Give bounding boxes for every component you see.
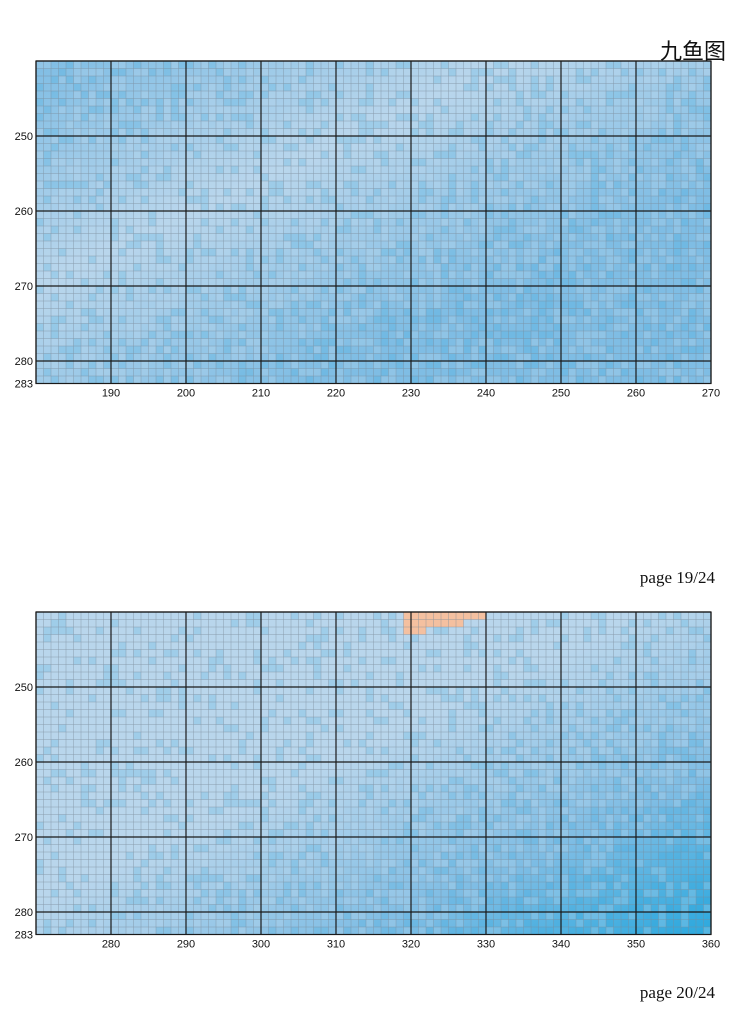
x-tick-label: 330 xyxy=(477,939,495,951)
y-tick-label: 280 xyxy=(15,907,33,919)
y-tick-label: 250 xyxy=(15,682,33,694)
x-tick-label: 290 xyxy=(177,939,195,951)
y-tick-label: 260 xyxy=(15,757,33,769)
x-tick-label: 340 xyxy=(552,939,570,951)
x-tick-label: 190 xyxy=(102,388,120,400)
x-tick-label: 360 xyxy=(702,939,720,951)
x-tick-label: 300 xyxy=(252,939,270,951)
y-tick-label: 270 xyxy=(15,281,33,293)
highlight-stitch xyxy=(403,627,426,635)
y-tick-label: 280 xyxy=(15,356,33,368)
grid-border xyxy=(35,611,712,936)
x-tick-label: 220 xyxy=(327,388,345,400)
page-number-20: page 20/24 xyxy=(639,983,715,1002)
x-tick-label: 210 xyxy=(252,388,270,400)
x-tick-label: 250 xyxy=(552,388,570,400)
stitch-cells xyxy=(36,61,711,384)
x-tick-label: 240 xyxy=(477,388,495,400)
y-tick-label: 283 xyxy=(15,930,33,942)
page-number-19: page 19/24 xyxy=(639,568,715,587)
pattern-chart-page-20: 280 290 300 310 320 330 340 350 360 250 260 270 280 2… xyxy=(0,606,750,951)
x-tick-label: 310 xyxy=(327,939,345,951)
stitch-cells xyxy=(36,612,711,935)
x-tick-label: 350 xyxy=(627,939,645,951)
x-tick-label: 230 xyxy=(402,388,420,400)
x-tick-label: 270 xyxy=(702,388,720,400)
x-tick-label: 200 xyxy=(177,388,195,400)
y-tick-label: 270 xyxy=(15,832,33,844)
y-tick-label: 250 xyxy=(15,131,33,143)
x-tick-label: 260 xyxy=(627,388,645,400)
y-tick-label: 283 xyxy=(15,379,33,391)
highlight-stitch xyxy=(403,612,486,620)
y-tick-label: 260 xyxy=(15,206,33,218)
grid-border xyxy=(35,60,712,385)
pattern-chart-page-19: 190 200 210 220 230 240 250 260 270 250 260 270 280 2… xyxy=(0,55,750,400)
pattern-grid-svg: 190 200 210 220 230 240 250 260 270 250 260 270 280 2… xyxy=(15,60,720,400)
pattern-grid-svg: 280 290 300 310 320 330 340 350 360 250 260 270 280 2… xyxy=(15,611,720,951)
x-tick-label: 320 xyxy=(402,939,420,951)
x-tick-label: 280 xyxy=(102,939,120,951)
